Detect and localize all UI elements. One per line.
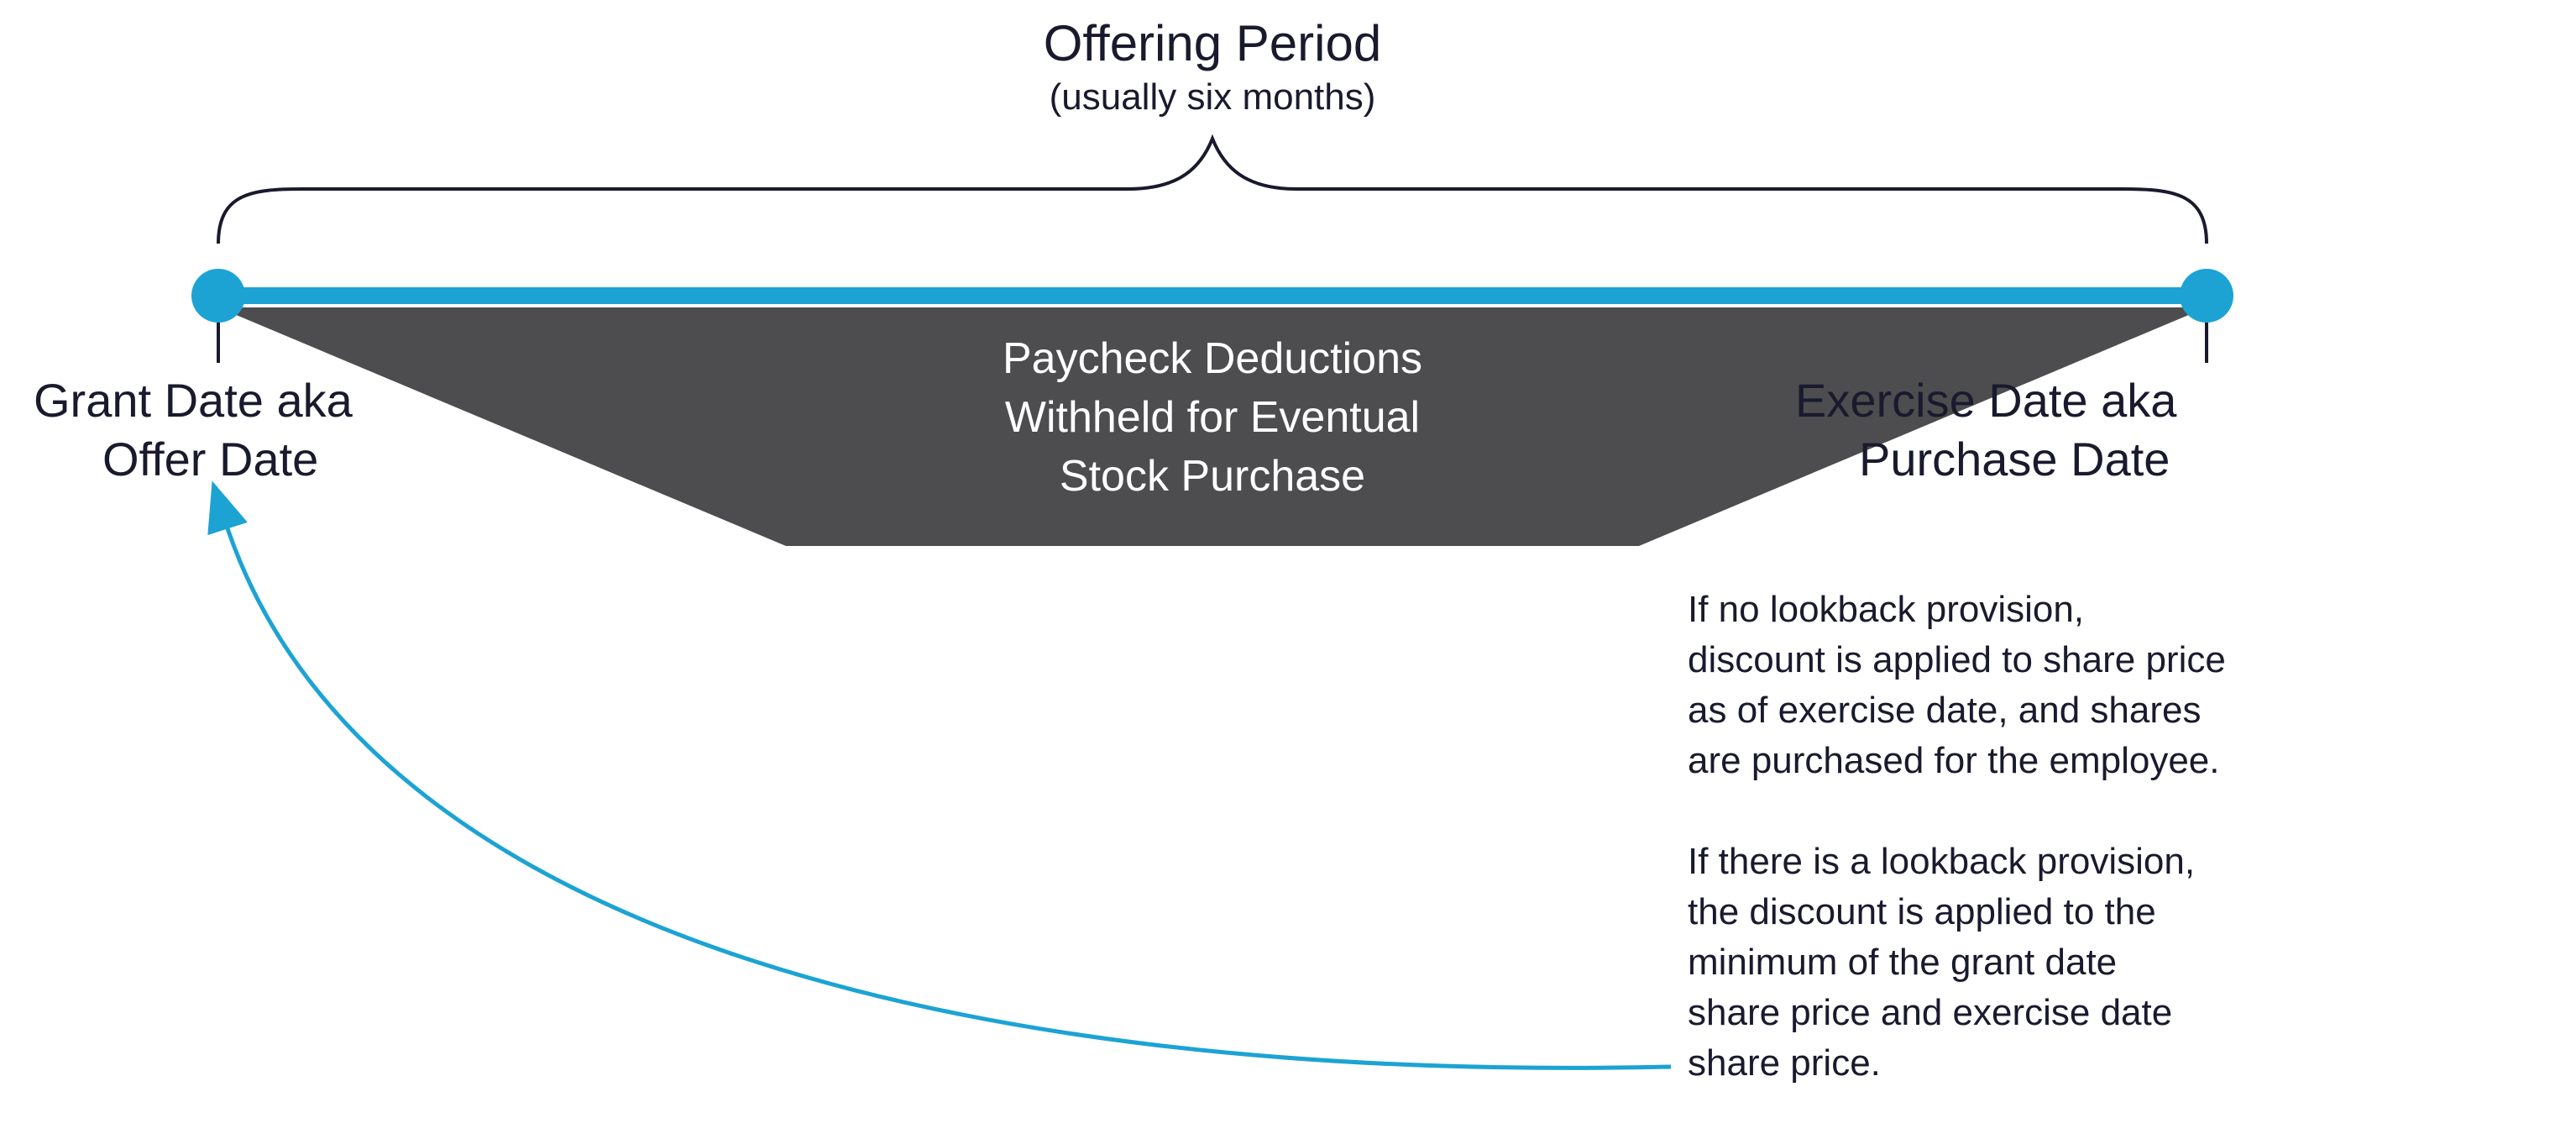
funnel-text-line2: Withheld for Eventual (1005, 393, 1420, 442)
para1-line1: If no lookback provision, (1688, 589, 2084, 630)
espp-offering-period-diagram: Offering Period (usually six months) Pay… (0, 0, 2576, 1139)
para1-line2: discount is applied to share price (1688, 639, 2226, 680)
exercise-date-dot (2180, 269, 2233, 323)
lookback-arrow (225, 521, 1671, 1068)
grant-date-label-line1: Grant Date aka (34, 374, 353, 427)
grant-date-label-line2: Offer Date (102, 433, 318, 486)
grant-date-dot (191, 269, 245, 323)
exercise-date-label-line1: Exercise Date aka (1795, 374, 2177, 427)
para2-line2: the discount is applied to the (1688, 891, 2156, 932)
exercise-date-label-line2: Purchase Date (1859, 433, 2170, 486)
funnel-text-line1: Paycheck Deductions (1003, 334, 1422, 383)
para1-line4: are purchased for the employee. (1688, 740, 2220, 781)
para2-line3: minimum of the grant date (1688, 942, 2117, 983)
offering-period-title: Offering Period (1044, 15, 1381, 71)
para2-line1: If there is a lookback provision, (1688, 841, 2195, 882)
para2-line4: share price and exercise date (1688, 992, 2172, 1033)
para2-line5: share price. (1688, 1042, 1881, 1084)
funnel-text-line3: Stock Purchase (1060, 452, 1365, 501)
offering-period-subtitle: (usually six months) (1050, 76, 1376, 118)
para1-line3: as of exercise date, and shares (1688, 690, 2201, 731)
brace-icon (218, 139, 2207, 244)
